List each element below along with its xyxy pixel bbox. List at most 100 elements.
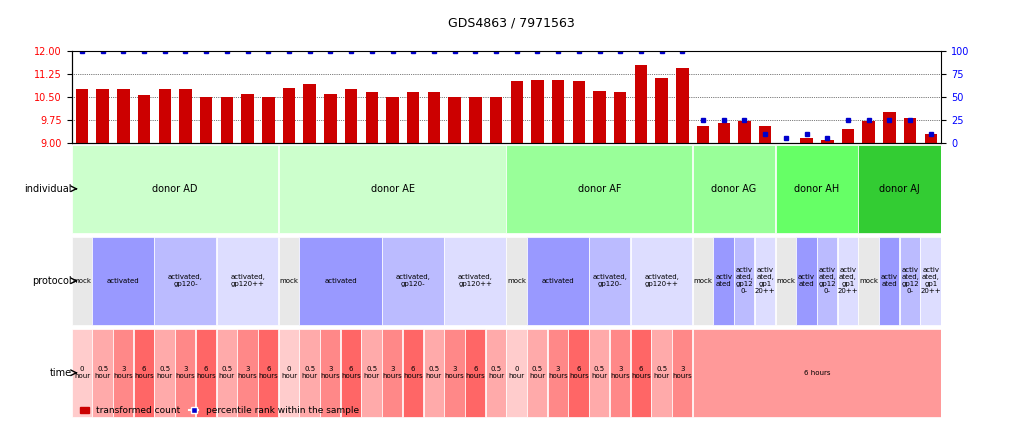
Text: 6
hours: 6 hours (196, 366, 216, 379)
FancyBboxPatch shape (610, 329, 630, 417)
FancyBboxPatch shape (403, 329, 424, 417)
Text: activ
ated,
gp12
0-: activ ated, gp12 0- (818, 267, 836, 294)
Bar (634, 65, 648, 143)
Bar (282, 88, 296, 143)
Bar (324, 94, 337, 143)
Bar (304, 85, 316, 143)
FancyBboxPatch shape (693, 236, 713, 325)
FancyBboxPatch shape (444, 329, 464, 417)
FancyBboxPatch shape (300, 236, 382, 325)
Text: donor AG: donor AG (712, 184, 757, 194)
Text: individual: individual (25, 184, 72, 194)
FancyBboxPatch shape (589, 236, 630, 325)
FancyBboxPatch shape (383, 329, 402, 417)
Bar (118, 89, 130, 143)
Text: 3
hours: 3 hours (548, 366, 568, 379)
Text: mock: mock (776, 278, 796, 284)
Text: activ
ated,
gp1
20++: activ ated, gp1 20++ (838, 267, 858, 294)
FancyBboxPatch shape (652, 329, 672, 417)
Text: 6
hours: 6 hours (342, 366, 361, 379)
Text: activ
ated,
gp12
0-: activ ated, gp12 0- (901, 267, 919, 294)
FancyBboxPatch shape (921, 236, 941, 325)
Bar (573, 81, 585, 143)
Bar (448, 97, 460, 143)
Text: 0.5
hour: 0.5 hour (219, 366, 235, 379)
Text: 3
hours: 3 hours (320, 366, 341, 379)
Text: 0.5
hour: 0.5 hour (364, 366, 380, 379)
Bar (199, 97, 213, 143)
Text: activ
ated: activ ated (715, 274, 732, 287)
FancyBboxPatch shape (134, 329, 154, 417)
Bar (800, 138, 813, 143)
Text: 6
hours: 6 hours (259, 366, 278, 379)
FancyBboxPatch shape (693, 145, 775, 233)
Bar (138, 95, 150, 143)
FancyBboxPatch shape (278, 145, 506, 233)
FancyBboxPatch shape (796, 236, 816, 325)
FancyBboxPatch shape (300, 329, 319, 417)
Bar (262, 97, 274, 143)
Text: mock: mock (694, 278, 713, 284)
Text: activated: activated (324, 278, 357, 284)
Legend: transformed count, percentile rank within the sample: transformed count, percentile rank withi… (76, 402, 362, 418)
Bar (221, 97, 233, 143)
Bar (387, 97, 399, 143)
FancyBboxPatch shape (672, 329, 693, 417)
FancyBboxPatch shape (486, 329, 506, 417)
FancyBboxPatch shape (72, 145, 278, 233)
FancyBboxPatch shape (630, 236, 693, 325)
Text: 3
hours: 3 hours (445, 366, 464, 379)
Text: 0.5
hour: 0.5 hour (654, 366, 670, 379)
Text: time: time (49, 368, 72, 378)
Bar (759, 126, 771, 143)
Text: 6
hours: 6 hours (569, 366, 588, 379)
Bar (842, 129, 854, 143)
Text: 0.5
hour: 0.5 hour (529, 366, 545, 379)
FancyBboxPatch shape (506, 236, 527, 325)
Bar (821, 140, 834, 143)
Text: GDS4863 / 7971563: GDS4863 / 7971563 (448, 17, 575, 30)
FancyBboxPatch shape (900, 236, 920, 325)
Bar (407, 92, 419, 143)
FancyBboxPatch shape (92, 329, 113, 417)
Text: activated,
gp120++: activated, gp120++ (644, 274, 679, 287)
FancyBboxPatch shape (547, 329, 568, 417)
Text: activated,
gp120-: activated, gp120- (168, 274, 203, 287)
Text: 6 hours: 6 hours (804, 370, 831, 376)
Text: 3
hours: 3 hours (672, 366, 693, 379)
Bar (531, 80, 543, 143)
Text: 3
hours: 3 hours (383, 366, 402, 379)
Bar (365, 92, 379, 143)
Bar (345, 89, 357, 143)
FancyBboxPatch shape (444, 236, 506, 325)
FancyBboxPatch shape (217, 236, 278, 325)
Text: 3
hours: 3 hours (176, 366, 195, 379)
FancyBboxPatch shape (838, 236, 858, 325)
FancyBboxPatch shape (506, 145, 693, 233)
Bar (925, 134, 937, 143)
Bar (697, 126, 709, 143)
FancyBboxPatch shape (858, 145, 941, 233)
FancyBboxPatch shape (92, 236, 154, 325)
FancyBboxPatch shape (341, 329, 361, 417)
Bar (904, 118, 917, 143)
FancyBboxPatch shape (154, 329, 175, 417)
Text: 0.5
hour: 0.5 hour (94, 366, 110, 379)
Bar (739, 121, 751, 143)
FancyBboxPatch shape (735, 236, 754, 325)
Text: 3
hours: 3 hours (611, 366, 630, 379)
FancyBboxPatch shape (72, 329, 92, 417)
Text: 6
hours: 6 hours (134, 366, 153, 379)
FancyBboxPatch shape (630, 329, 651, 417)
Bar (510, 81, 523, 143)
FancyBboxPatch shape (693, 329, 941, 417)
FancyBboxPatch shape (879, 236, 899, 325)
Text: 0
hour: 0 hour (508, 366, 525, 379)
FancyBboxPatch shape (506, 329, 527, 417)
FancyBboxPatch shape (72, 236, 92, 325)
Bar (593, 91, 606, 143)
FancyBboxPatch shape (258, 329, 278, 417)
Bar (179, 89, 191, 143)
Bar (241, 94, 254, 143)
FancyBboxPatch shape (713, 236, 733, 325)
